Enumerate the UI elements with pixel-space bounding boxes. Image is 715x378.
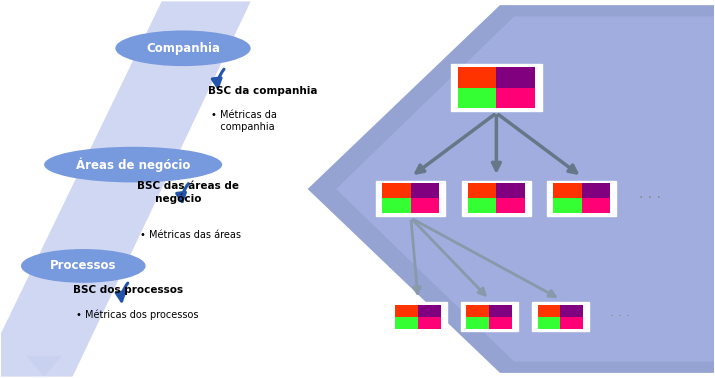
- Bar: [395, 305, 418, 317]
- Text: · · ·: · · ·: [638, 191, 661, 205]
- Bar: [582, 198, 611, 213]
- Bar: [383, 183, 411, 198]
- Bar: [496, 198, 525, 213]
- Text: Áreas de negócio: Áreas de negócio: [76, 157, 190, 172]
- Polygon shape: [336, 16, 714, 362]
- Bar: [458, 88, 496, 108]
- Bar: [418, 305, 441, 317]
- Bar: [538, 317, 561, 328]
- FancyBboxPatch shape: [532, 302, 589, 331]
- Ellipse shape: [21, 249, 146, 283]
- Bar: [496, 88, 535, 108]
- Text: Processos: Processos: [50, 259, 117, 273]
- Bar: [383, 198, 411, 213]
- Polygon shape: [26, 356, 62, 376]
- Bar: [468, 183, 496, 198]
- FancyBboxPatch shape: [451, 64, 541, 111]
- Text: BSC das áreas de
     negócio: BSC das áreas de negócio: [137, 181, 239, 204]
- Bar: [411, 183, 440, 198]
- FancyBboxPatch shape: [390, 302, 447, 331]
- Bar: [466, 317, 489, 328]
- Bar: [553, 183, 582, 198]
- FancyBboxPatch shape: [462, 181, 531, 216]
- FancyBboxPatch shape: [547, 181, 616, 216]
- Bar: [466, 305, 489, 317]
- Bar: [561, 317, 583, 328]
- Text: BSC da companhia: BSC da companhia: [208, 86, 317, 96]
- Text: BSC dos processos: BSC dos processos: [73, 285, 183, 295]
- Text: • Métricas da
   companhia: • Métricas da companhia: [212, 110, 277, 132]
- Bar: [496, 67, 535, 88]
- Bar: [538, 305, 561, 317]
- Ellipse shape: [115, 31, 251, 66]
- Bar: [418, 317, 441, 328]
- Text: • Métricas dos processos: • Métricas dos processos: [77, 309, 199, 319]
- FancyBboxPatch shape: [376, 181, 445, 216]
- Bar: [561, 305, 583, 317]
- Bar: [582, 183, 611, 198]
- Bar: [489, 305, 512, 317]
- Ellipse shape: [44, 147, 222, 183]
- Text: • Métricas das áreas: • Métricas das áreas: [140, 230, 241, 240]
- Bar: [411, 198, 440, 213]
- Bar: [468, 198, 496, 213]
- Text: · · ·: · · ·: [611, 310, 631, 323]
- Bar: [496, 183, 525, 198]
- Polygon shape: [307, 5, 715, 373]
- Bar: [553, 198, 582, 213]
- Bar: [458, 67, 496, 88]
- Bar: [395, 317, 418, 328]
- Polygon shape: [0, 2, 251, 376]
- Bar: [489, 317, 512, 328]
- FancyBboxPatch shape: [460, 302, 518, 331]
- Text: Companhia: Companhia: [146, 42, 220, 55]
